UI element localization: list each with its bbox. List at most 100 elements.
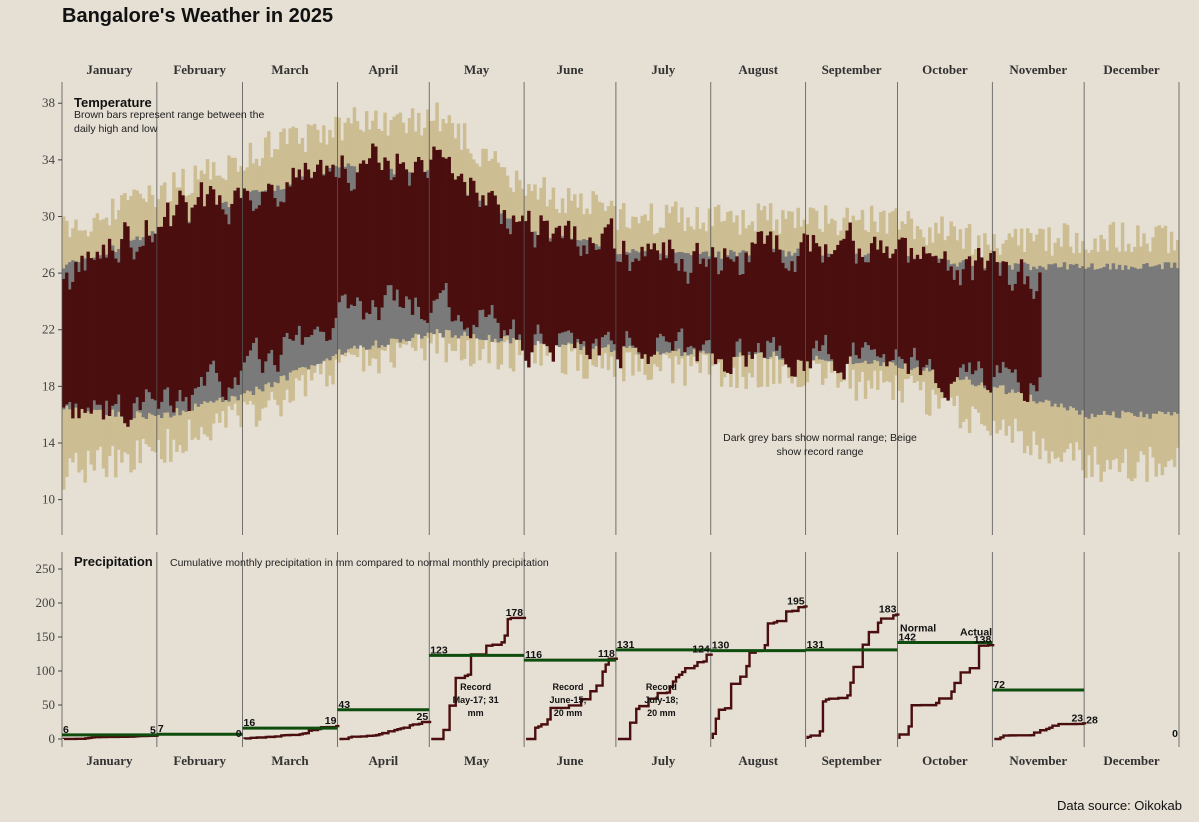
actual-range-bar — [273, 198, 277, 366]
actual-range-bar — [459, 173, 464, 322]
actual-precip-label: 19 — [325, 715, 337, 727]
normal-range-bar — [1169, 267, 1174, 416]
actual-range-bar — [872, 236, 877, 350]
actual-range-bar — [894, 249, 898, 350]
actual-range-bar — [869, 243, 874, 350]
actual-range-bar — [909, 248, 914, 358]
actual-precip-label: 0 — [236, 728, 242, 740]
actual-range-bar — [857, 248, 862, 359]
actual-range-bar — [502, 210, 507, 331]
cumulative-precip-line — [431, 616, 527, 741]
actual-range-bar — [937, 262, 941, 389]
actual-range-bar — [830, 254, 834, 360]
normal-range-bar — [1087, 267, 1091, 419]
normal-range-bar — [1151, 266, 1155, 414]
normal-range-bar — [1065, 269, 1070, 411]
legend-actual-label: Actual — [960, 627, 992, 639]
normal-range-bar — [1056, 267, 1061, 408]
actual-range-bar — [156, 226, 161, 409]
actual-range-bar — [827, 257, 831, 355]
actual-range-bar — [836, 244, 840, 374]
actual-range-bar — [316, 164, 320, 327]
normal-precip-label: 142 — [898, 631, 916, 643]
actual-range-bar — [824, 244, 828, 335]
normal-range-bar — [1068, 264, 1073, 407]
actual-range-bar — [263, 191, 268, 362]
actual-range-bar — [527, 210, 531, 368]
actual-range-bar — [882, 252, 886, 355]
actual-precip-label: 23 — [1071, 712, 1083, 724]
actual-range-bar — [820, 262, 825, 346]
actual-range-bar — [747, 262, 751, 352]
actual-range-bar — [928, 253, 932, 360]
precip-y-tick-label: 200 — [36, 595, 56, 610]
actual-range-bar — [524, 221, 528, 361]
actual-range-bar — [517, 221, 522, 335]
normal-range-bar — [1175, 268, 1180, 414]
actual-range-bar — [618, 261, 623, 369]
actual-range-bar — [74, 262, 78, 404]
month-label-bottom: September — [822, 753, 882, 768]
normal-range-bar — [1117, 264, 1122, 419]
actual-range-bar — [680, 258, 684, 329]
actual-range-bar — [854, 263, 858, 356]
actual-range-bar — [110, 250, 115, 406]
actual-range-bar — [364, 163, 369, 313]
actual-range-bar — [487, 192, 491, 315]
normal-range-bar — [1093, 269, 1097, 418]
actual-range-bar — [1035, 291, 1039, 392]
actual-range-bar — [377, 162, 381, 321]
actual-range-bar — [1022, 284, 1027, 401]
actual-range-bar — [563, 225, 568, 332]
actual-range-bar — [790, 261, 794, 377]
actual-range-bar — [674, 263, 678, 342]
month-label-bottom: July — [651, 753, 675, 768]
actual-range-bar — [444, 158, 448, 284]
actual-range-bar — [548, 241, 552, 353]
actual-range-bar — [462, 182, 467, 330]
actual-range-bar — [89, 258, 93, 414]
actual-range-bar — [799, 242, 803, 361]
actual-range-bar — [560, 238, 565, 333]
actual-range-bar — [257, 205, 262, 360]
record-note: 20 mm — [647, 708, 676, 718]
actual-range-bar — [469, 177, 473, 339]
actual-range-bar — [811, 235, 816, 349]
actual-range-bar — [227, 224, 231, 388]
actual-range-bar — [667, 239, 672, 343]
actual-range-bar — [998, 275, 1002, 373]
actual-range-bar — [542, 220, 546, 344]
actual-range-bar — [698, 263, 702, 351]
actual-range-bar — [582, 245, 586, 342]
actual-range-bar — [842, 238, 846, 380]
normal-range-bar — [1078, 267, 1082, 415]
actual-range-bar — [903, 237, 907, 364]
record-note: June-15; — [549, 695, 586, 705]
normal-range-bar — [1114, 269, 1119, 418]
actual-range-bar — [924, 253, 929, 365]
actual-range-bar — [447, 156, 451, 308]
actual-range-bar — [472, 180, 476, 325]
actual-range-bar — [404, 169, 409, 297]
actual-range-bar — [413, 161, 418, 298]
actual-range-bar — [970, 280, 975, 375]
normal-range-bar — [1053, 263, 1057, 404]
actual-range-bar — [297, 169, 302, 326]
actual-range-bar — [83, 270, 87, 413]
month-label-top: May — [464, 62, 490, 77]
actual-range-bar — [891, 253, 895, 360]
actual-range-bar — [817, 246, 822, 352]
actual-range-bar — [129, 247, 133, 420]
actual-range-bar — [940, 258, 944, 393]
actual-range-bar — [319, 159, 323, 332]
actual-range-bar — [496, 204, 500, 323]
actual-range-bar — [570, 239, 574, 333]
actual-range-bar — [107, 238, 112, 417]
actual-range-bar — [1010, 290, 1015, 373]
normal-range-bar — [1062, 262, 1067, 408]
month-label-top: February — [173, 62, 226, 77]
actual-range-bar — [233, 190, 237, 378]
actual-range-bar — [652, 243, 656, 355]
precipitation-subtitle: Cumulative monthly precipitation in mm c… — [170, 557, 549, 569]
actual-range-bar — [187, 223, 191, 412]
